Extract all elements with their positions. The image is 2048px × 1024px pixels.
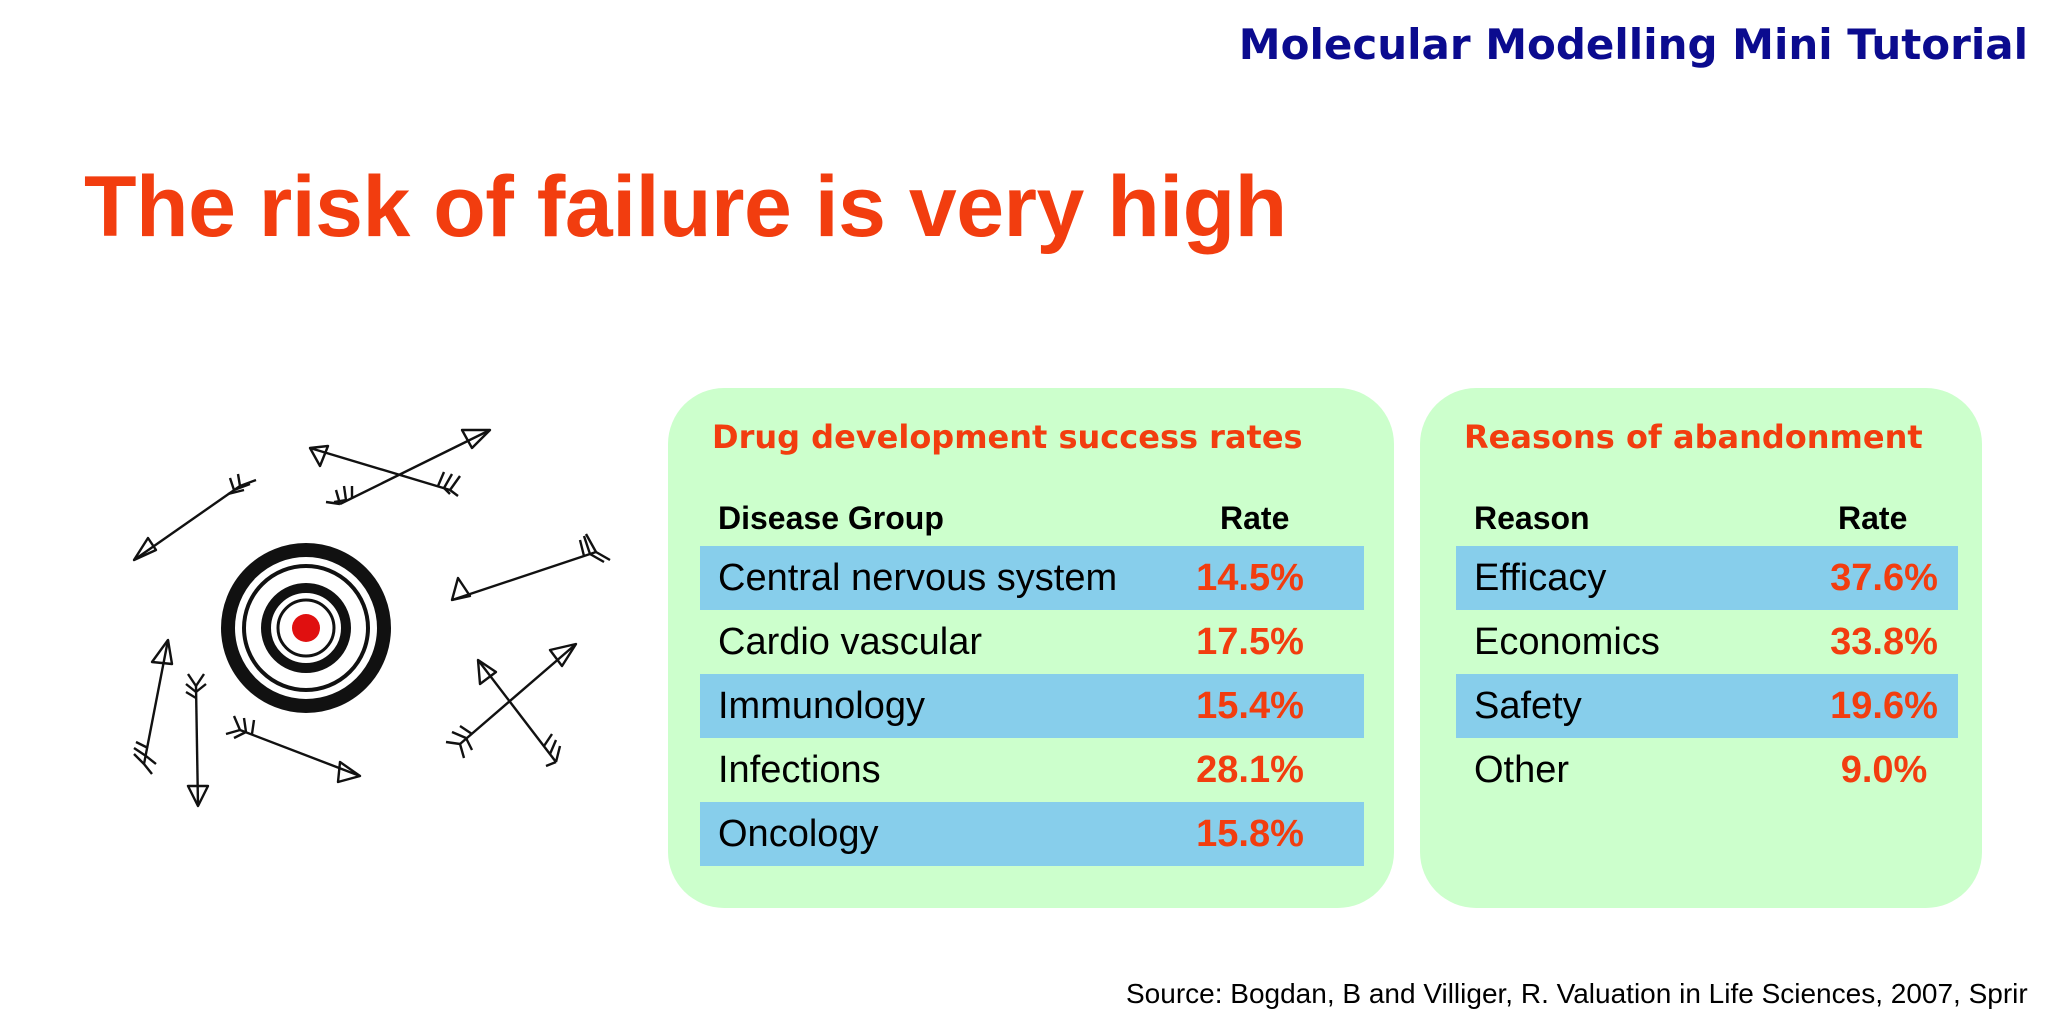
table-row: Oncology 15.8% [700,802,1364,866]
success-rate-value: 14.5% [1196,557,1304,599]
reason-name: Safety [1474,685,1582,727]
target-with-arrows-icon [110,400,630,820]
disease-group-column-header: Disease Group [718,500,944,536]
disease-group-name: Immunology [718,685,925,727]
disease-group-name: Cardio vascular [718,621,982,663]
abandonment-panel: Reasons of abandonment Reason Rate Effic… [1420,388,1982,908]
reason-name: Economics [1474,621,1660,663]
table-row: Efficacy 37.6% [1456,546,1958,610]
rate-column-header: Rate [1220,500,1290,536]
abandonment-heading: Reasons of abandonment [1464,418,1923,456]
abandonment-rate-value: 9.0% [1840,749,1928,791]
table-row: Economics 33.8% [1456,610,1958,674]
success-rates-panel: Drug development success rates Disease G… [668,388,1394,908]
abandonment-rate-value: 37.6% [1830,557,1938,599]
success-rate-value: 28.1% [1196,749,1304,791]
table-row: Immunology 15.4% [700,674,1364,738]
slide-title: The risk of failure is very high [84,159,1287,255]
success-rate-value: 15.4% [1196,685,1304,727]
disease-group-name: Oncology [718,813,879,855]
success-rate-value: 15.8% [1196,813,1304,855]
success-rates-rows: Central nervous system 14.5% Cardio vasc… [700,546,1364,866]
reason-name: Efficacy [1474,557,1607,599]
success-rate-value: 17.5% [1196,621,1304,663]
rate-column-header: Rate [1838,500,1908,536]
table-row: Other 9.0% [1456,738,1958,802]
abandonment-rows: Efficacy 37.6% Economics 33.8% Safety 19… [1456,546,1958,802]
abandonment-rate-value: 33.8% [1830,621,1938,663]
disease-group-name: Central nervous system [718,557,1118,599]
table-row: Safety 19.6% [1456,674,1958,738]
reason-name: Other [1474,749,1570,791]
disease-group-name: Infections [718,749,881,791]
success-rates-heading: Drug development success rates [712,418,1303,456]
reason-column-header: Reason [1474,500,1590,536]
source-citation: Source: Bogdan, B and Villiger, R. Valua… [1126,978,2028,1009]
header-title: Molecular Modelling Mini Tutorial [1238,20,2028,69]
abandonment-rate-value: 19.6% [1830,685,1938,727]
table-row: Central nervous system 14.5% [700,546,1364,610]
table-row: Cardio vascular 17.5% [700,610,1364,674]
table-row: Infections 28.1% [700,738,1364,802]
